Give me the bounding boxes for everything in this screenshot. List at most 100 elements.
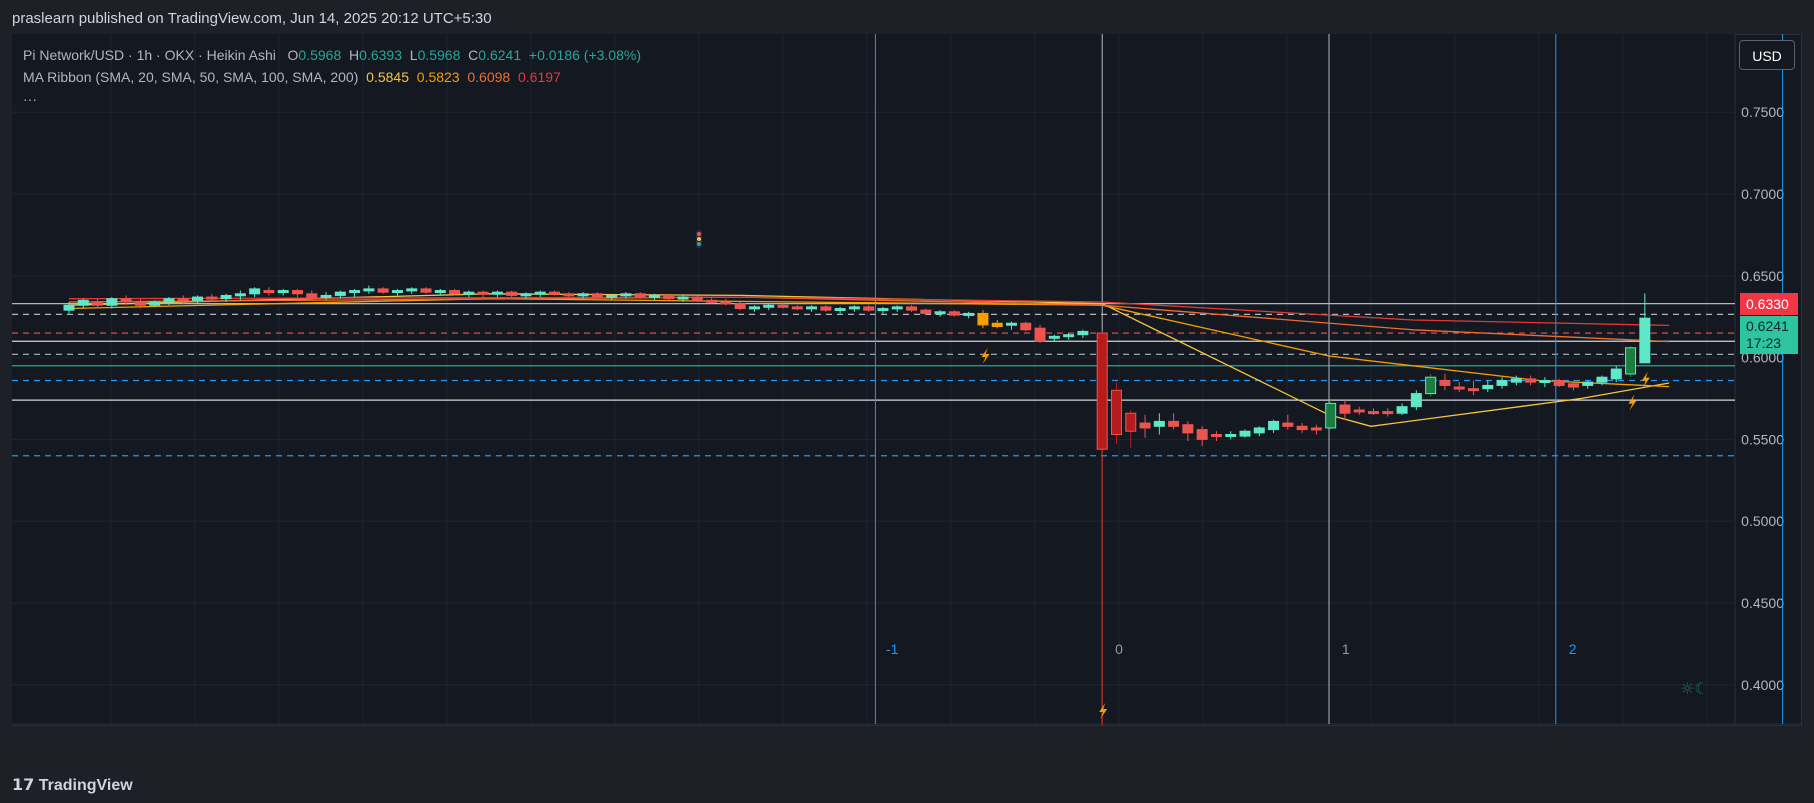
- candle: [1077, 329, 1089, 338]
- candle: [220, 293, 232, 302]
- candle-body: [320, 294, 332, 298]
- lightning-marker-icon: [1099, 702, 1108, 719]
- candle: [134, 298, 146, 309]
- open-value: 0.5968: [298, 47, 342, 63]
- candle: [149, 300, 161, 307]
- candle-body: [120, 298, 132, 303]
- signal-green: [697, 242, 701, 246]
- candle: [963, 311, 975, 319]
- candle: [934, 310, 946, 317]
- candle: [520, 292, 532, 299]
- candle: [334, 290, 346, 299]
- candle-body: [520, 293, 532, 297]
- candle-body: [1596, 376, 1608, 383]
- candle: [391, 288, 403, 296]
- candle-body: [1639, 317, 1651, 364]
- footer: 𝟭𝟳 TradingView: [0, 765, 1814, 803]
- candle: [1396, 403, 1408, 415]
- candle-body: [349, 290, 361, 294]
- candle-body: [891, 306, 903, 310]
- high-value: 0.6393: [359, 47, 402, 63]
- candle-body: [177, 298, 189, 302]
- candle-body: [1453, 386, 1465, 390]
- tradingview-logo[interactable]: 𝟭𝟳 TradingView: [12, 775, 133, 795]
- price-chart[interactable]: 0.40000.45000.50000.55000.60000.65000.70…: [12, 34, 1802, 726]
- plot-area: [12, 34, 1735, 724]
- candle: [106, 297, 118, 309]
- candle-body: [1077, 330, 1089, 336]
- candle: [677, 295, 689, 302]
- candle: [377, 287, 389, 294]
- candle-body: [1582, 381, 1594, 386]
- candle-body: [648, 294, 660, 298]
- candle-body: [763, 304, 775, 308]
- candle: [563, 292, 575, 298]
- candle: [691, 295, 703, 302]
- candle-body: [406, 288, 418, 292]
- signal-red: [697, 232, 701, 236]
- symbol-row[interactable]: Pi Network/USD · 1h · OKX · Heikin Ashi …: [23, 44, 641, 66]
- candle-body: [1282, 422, 1294, 427]
- ma100-value: 0.6098: [467, 69, 511, 85]
- candle: [1582, 380, 1594, 389]
- candle: [1225, 431, 1237, 440]
- candle-body: [163, 298, 175, 303]
- candle-body: [1168, 420, 1180, 427]
- candle-body: [920, 309, 932, 314]
- close-label: C: [468, 47, 479, 63]
- candle-body: [720, 301, 732, 305]
- candle: [891, 305, 903, 312]
- candle: [1110, 382, 1122, 445]
- candle-body: [1196, 429, 1208, 440]
- candle-body: [1353, 409, 1365, 413]
- ma-ribbon-row[interactable]: MA Ribbon (SMA, 20, SMA, 50, SMA, 100, S…: [23, 66, 641, 88]
- candle: [320, 292, 332, 301]
- tradingview-logo-icon: 𝟭𝟳: [12, 777, 35, 794]
- candle: [1425, 373, 1437, 397]
- cycle-label: 2: [1569, 641, 1577, 657]
- candle-body: [1153, 420, 1165, 427]
- ma50-value: 0.5823: [416, 69, 460, 85]
- candle: [1210, 431, 1222, 442]
- ma-ribbon-title[interactable]: MA Ribbon (SMA, 20, SMA, 50, SMA, 100, S…: [23, 69, 359, 85]
- candle-body: [1625, 347, 1637, 375]
- candle: [249, 287, 261, 298]
- bar-countdown: 17:23: [1746, 335, 1782, 352]
- candle: [1482, 380, 1494, 392]
- candle-body: [806, 306, 818, 310]
- candle-body: [263, 290, 275, 294]
- candle-body: [420, 288, 432, 293]
- candle: [820, 305, 832, 312]
- symbol-title[interactable]: Pi Network/USD · 1h · OKX · Heikin Ashi: [23, 47, 276, 63]
- candle: [1382, 408, 1394, 417]
- candle: [777, 303, 789, 309]
- candle: [1005, 321, 1017, 330]
- candle-body: [77, 299, 89, 306]
- candle: [577, 292, 589, 299]
- candle-body: [1296, 425, 1308, 431]
- candle: [634, 292, 646, 299]
- candle: [291, 288, 303, 298]
- candle-body: [134, 301, 146, 306]
- cycle-label: -1: [886, 641, 899, 657]
- candle-body: [1063, 334, 1075, 338]
- candle-body: [1268, 420, 1280, 431]
- candle-body: [149, 301, 161, 306]
- candle: [763, 303, 775, 311]
- candle-body: [1253, 427, 1265, 434]
- candle-body: [63, 304, 75, 311]
- candle: [1353, 406, 1365, 415]
- candle-body: [991, 322, 1003, 328]
- candle-body: [306, 293, 318, 298]
- more-indicators-button[interactable]: ···: [23, 91, 37, 107]
- currency-button[interactable]: USD: [1739, 40, 1795, 70]
- candle-body: [192, 296, 204, 301]
- candle: [906, 305, 918, 312]
- candle-body: [834, 308, 846, 312]
- candle: [491, 290, 503, 298]
- candle: [591, 292, 603, 299]
- candle: [1182, 421, 1194, 442]
- candle-body: [1125, 412, 1137, 432]
- candle-body: [977, 312, 989, 326]
- candle: [349, 288, 361, 298]
